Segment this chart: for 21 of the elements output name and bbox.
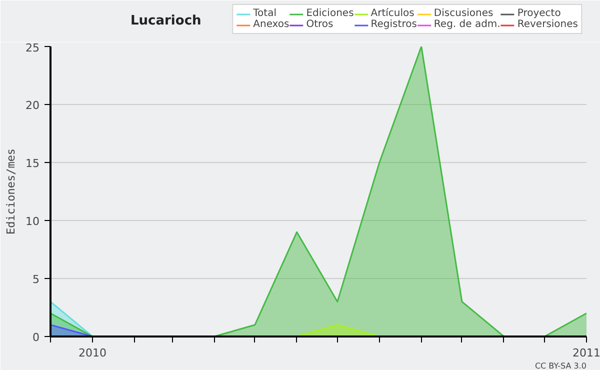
legend-label: Anexos	[253, 19, 290, 30]
legend-label: Artículos	[370, 8, 414, 19]
y-tick-label: 5	[32, 273, 40, 286]
legend-label: Total	[253, 8, 276, 19]
text: CC BY-SA 3.0	[534, 362, 587, 370]
legend-label: Reg. de adm.	[434, 19, 500, 30]
legend-label: Proyecto	[517, 8, 561, 19]
legend-label: Registros	[370, 19, 417, 30]
legend-label: Otros	[306, 19, 334, 30]
y-tick-label: 15	[26, 157, 40, 170]
y-tick-label: 0	[32, 331, 40, 344]
y-axis-title: Ediciones/mes	[4, 148, 18, 235]
legend-label: Ediciones	[306, 8, 354, 19]
y-tick-label: 20	[26, 99, 40, 112]
y-tick-label: 10	[26, 215, 40, 228]
chart-title: Lucarioch	[130, 14, 202, 28]
legend-label: Reversiones	[517, 19, 578, 30]
x-tick-label: 2011	[572, 346, 600, 360]
x-tick-label: 2010	[78, 346, 106, 360]
y-tick-label: 25	[26, 42, 40, 54]
legend-label: Discusiones	[434, 8, 494, 19]
